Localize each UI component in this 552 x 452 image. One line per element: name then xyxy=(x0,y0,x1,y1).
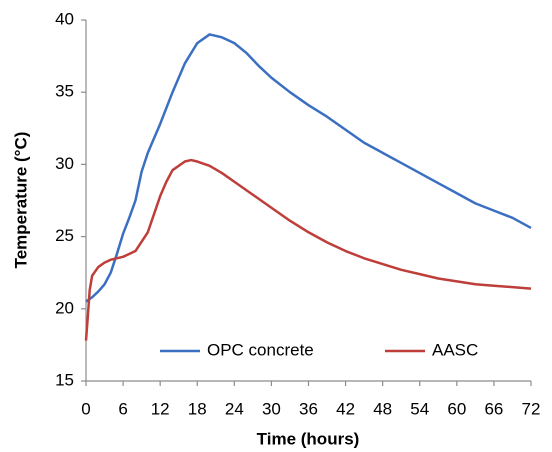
series-line xyxy=(85,33,532,303)
x-tick-label: 54 xyxy=(410,399,429,418)
x-tick-label: 18 xyxy=(188,399,207,418)
x-tick-label: 12 xyxy=(151,399,170,418)
y-tick-label: 35 xyxy=(55,82,74,101)
y-tick-label: 25 xyxy=(55,226,74,245)
x-tick-label: 66 xyxy=(484,399,503,418)
x-tick-label: 0 xyxy=(81,399,90,418)
y-tick-label: 15 xyxy=(55,370,74,389)
y-axis-label: Temperature (°C) xyxy=(11,132,30,269)
x-tick-label: 42 xyxy=(336,399,355,418)
y-tick-label: 40 xyxy=(55,9,74,28)
x-tick-label: 6 xyxy=(118,399,127,418)
legend-label: AASC xyxy=(432,340,478,359)
x-axis-label: Time (hours) xyxy=(257,429,360,448)
x-tick-label: 60 xyxy=(447,399,466,418)
x-tick-label: 72 xyxy=(522,399,541,418)
x-tick-label: 48 xyxy=(373,399,392,418)
series-line xyxy=(84,158,532,341)
x-tick-label: 24 xyxy=(225,399,244,418)
y-tick-label: 30 xyxy=(55,154,74,173)
x-tick-label: 30 xyxy=(262,399,281,418)
x-tick-label: 36 xyxy=(299,399,318,418)
legend-label: OPC concrete xyxy=(207,340,314,359)
y-tick-label: 20 xyxy=(55,298,74,317)
